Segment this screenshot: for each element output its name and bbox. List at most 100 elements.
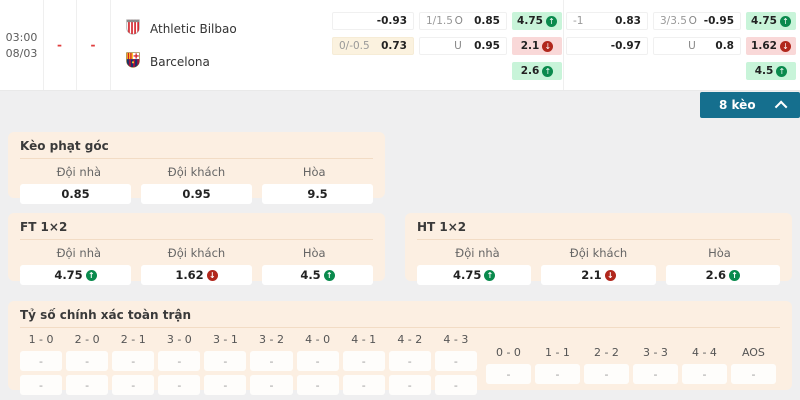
score-column: 4 - 3 - -: [434, 332, 477, 395]
score-column: 2 - 2 -: [583, 345, 629, 395]
draw-header: Hòa: [302, 246, 326, 260]
divider: [76, 0, 77, 90]
under-odds-cell[interactable]: U 0.95: [419, 37, 507, 55]
draw-odds-cell[interactable]: 4.5 ↑: [746, 62, 796, 80]
score-odds-cell[interactable]: -: [730, 364, 776, 384]
score-column: 2 - 1 - -: [112, 332, 155, 395]
score-label: 2 - 1: [120, 333, 146, 346]
chevron-up-icon: [774, 100, 788, 113]
away-team-name: Barcelona: [150, 54, 210, 69]
away-header: Đội khách: [167, 165, 226, 179]
score-odds-cell[interactable]: -: [296, 351, 339, 371]
score-odds-cell[interactable]: -: [204, 375, 247, 395]
corner-draw-odds[interactable]: 9.5: [262, 184, 373, 204]
score-odds-cell[interactable]: -: [583, 364, 629, 384]
home-header: Đội nhà: [56, 165, 102, 179]
score-column: 4 - 4 -: [681, 345, 727, 395]
draw-odds-cell[interactable]: 2.6 ↑: [512, 62, 562, 80]
home-team[interactable]: Athletic Bilbao: [124, 18, 330, 39]
score-odds-cell[interactable]: -: [250, 375, 293, 395]
score-odds-cell[interactable]: -: [534, 364, 580, 384]
score-label: 3 - 1: [212, 333, 238, 346]
score-odds-cell[interactable]: -: [388, 351, 431, 371]
trend-up-icon: ↑: [729, 269, 740, 281]
ft-draw-odds[interactable]: 4.5 ↑: [262, 265, 373, 285]
score-label: 1 - 0: [28, 333, 54, 346]
score-odds-cell[interactable]: -: [342, 375, 385, 395]
score-column: 3 - 1 - -: [204, 332, 247, 395]
score-odds-cell[interactable]: -: [20, 351, 63, 371]
away-header: Đội khách: [167, 246, 226, 260]
score-label: 3 - 3: [642, 346, 668, 359]
score-odds-cell[interactable]: -: [632, 364, 678, 384]
score-odds-cell[interactable]: -: [66, 375, 109, 395]
trend-up-icon: ↑: [545, 15, 557, 27]
home-team-name: Athletic Bilbao: [150, 21, 237, 36]
corner-headers: Đội nhà Đội khách Hòa: [20, 165, 373, 179]
trend-up-icon: ↑: [323, 269, 335, 281]
trend-up-icon: ↑: [779, 15, 791, 27]
score-odds-cell[interactable]: -: [434, 351, 477, 371]
score-label: 2 - 2: [593, 346, 619, 359]
ht-headers: Đội nhà Đội khách Hòa: [417, 246, 780, 260]
corner-away-odds[interactable]: 0.95: [141, 184, 252, 204]
ht-values: 4.75 ↑ 2.1 ↓ 2.6 ↑: [417, 265, 780, 285]
corner-odds-card: Kèo phạt góc Đội nhà Đội khách Hòa 0.85 …: [8, 132, 385, 204]
score-column: 4 - 0 - -: [296, 332, 339, 395]
home-win-odds-cell[interactable]: 4.75 ↑: [512, 12, 562, 30]
score-odds-cell[interactable]: -: [388, 375, 431, 395]
score-odds-cell[interactable]: -: [112, 351, 155, 371]
score-odds-cell[interactable]: -: [434, 375, 477, 395]
score-odds-cell[interactable]: -: [66, 351, 109, 371]
away-win-odds-cell[interactable]: 1.62 ↓: [746, 37, 796, 55]
handicap-odds-cell[interactable]: 0/-0.5 0.73: [332, 37, 414, 55]
under-odds-cell[interactable]: U 0.8: [653, 37, 741, 55]
trend-down-icon: ↓: [779, 40, 791, 52]
score-column: AOS -: [730, 345, 776, 395]
corner-home-odds[interactable]: 0.85: [20, 184, 131, 204]
draw-score-group: 0 - 0 - 1 - 1 - 2 - 2 - 3 - 3 - 4 - 4: [485, 345, 780, 395]
score-odds-cell[interactable]: -: [342, 351, 385, 371]
score-odds-cell[interactable]: -: [158, 375, 201, 395]
odds-block-2: -1 0.83 3/3.5 O -0.95 4.75 ↑ -0.97 U 0.8: [566, 12, 796, 80]
divider: [110, 0, 111, 90]
home-header: Đội nhà: [455, 246, 500, 260]
score-odds-cell[interactable]: -: [20, 375, 63, 395]
score-label: 4 - 2: [397, 333, 423, 346]
score-odds-cell[interactable]: -: [158, 351, 201, 371]
score-odds-cell[interactable]: -: [250, 351, 293, 371]
score-column: 4 - 2 - -: [388, 332, 431, 395]
ht-home-odds[interactable]: 4.75 ↑: [417, 265, 532, 285]
match-date: 08/03: [5, 46, 38, 60]
ht-card-title: HT 1×2: [417, 220, 780, 240]
ft-away-odds[interactable]: 1.62 ↓: [141, 265, 252, 285]
score-odds-cell[interactable]: -: [204, 351, 247, 371]
ft-home-odds[interactable]: 4.75 ↑: [20, 265, 131, 285]
ft-values: 4.75 ↑ 1.62 ↓ 4.5 ↑: [20, 265, 373, 285]
trend-up-icon: ↑: [85, 269, 97, 281]
draw-header: Hòa: [708, 246, 731, 260]
handicap-odds-cell[interactable]: -1 0.83: [566, 12, 648, 30]
away-team[interactable]: Barcelona: [124, 51, 330, 72]
trend-up-icon: ↑: [776, 65, 788, 77]
ht-away-odds[interactable]: 2.1 ↓: [541, 265, 656, 285]
over-odds-cell[interactable]: 1/1.5 O 0.85: [419, 12, 507, 30]
score-odds-cell[interactable]: -: [485, 364, 531, 384]
exact-score-card: Tỷ số chính xác toàn trận 1 - 0 - - 2 - …: [8, 301, 792, 395]
over-odds-cell[interactable]: 3/3.5 O -0.95: [653, 12, 741, 30]
exact-score-title: Tỷ số chính xác toàn trận: [20, 308, 780, 328]
divider: [563, 0, 564, 90]
ht-draw-odds[interactable]: 2.6 ↑: [665, 265, 780, 285]
away-team-logo: [124, 51, 142, 72]
handicap-odds-cell[interactable]: -0.97: [566, 37, 648, 55]
keo-count-button[interactable]: 8 kèo: [700, 92, 800, 118]
score-odds-cell[interactable]: -: [681, 364, 727, 384]
score-odds-cell[interactable]: -: [112, 375, 155, 395]
home-win-odds-cell[interactable]: 4.75 ↑: [746, 12, 796, 30]
match-header-row: 03:00 08/03 - -: [0, 0, 800, 91]
away-win-odds-cell[interactable]: 2.1 ↓: [512, 37, 562, 55]
score-odds-cell[interactable]: -: [296, 375, 339, 395]
score-column: 3 - 0 - -: [158, 332, 201, 395]
handicap-odds-cell[interactable]: -0.93: [332, 12, 414, 30]
score-label: 1 - 1: [544, 346, 570, 359]
